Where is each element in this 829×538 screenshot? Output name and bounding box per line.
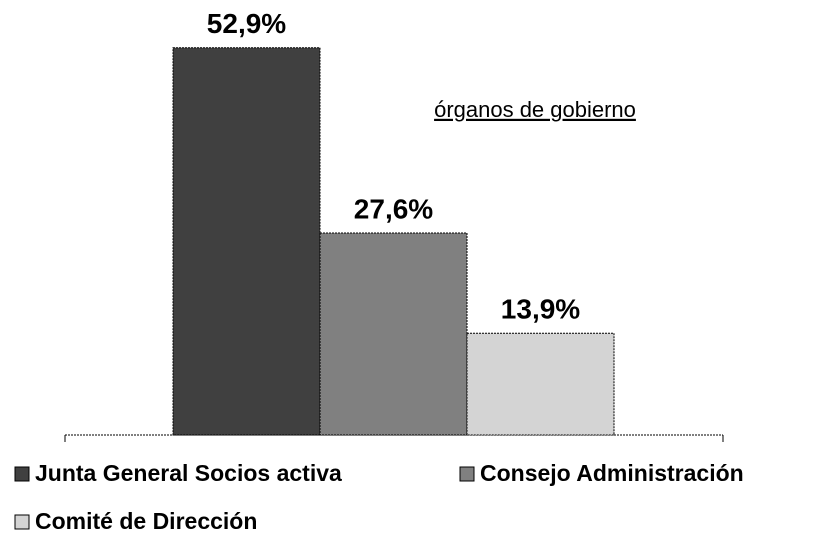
legend-swatch <box>14 514 30 530</box>
data-label: 27,6% <box>354 193 433 224</box>
legend-label: Comité de Dirección <box>35 508 257 534</box>
data-label: 52,9% <box>207 8 286 39</box>
bar <box>319 232 468 436</box>
chart-title: órganos de gobierno <box>434 97 636 122</box>
legend-swatch <box>14 466 30 482</box>
data-label: 13,9% <box>501 294 580 325</box>
legend-swatch <box>459 466 475 482</box>
bar <box>466 332 615 436</box>
bar <box>172 47 321 436</box>
legend-label: Junta General Socios activa <box>35 460 342 486</box>
legend-label: Consejo Administración <box>480 460 744 486</box>
